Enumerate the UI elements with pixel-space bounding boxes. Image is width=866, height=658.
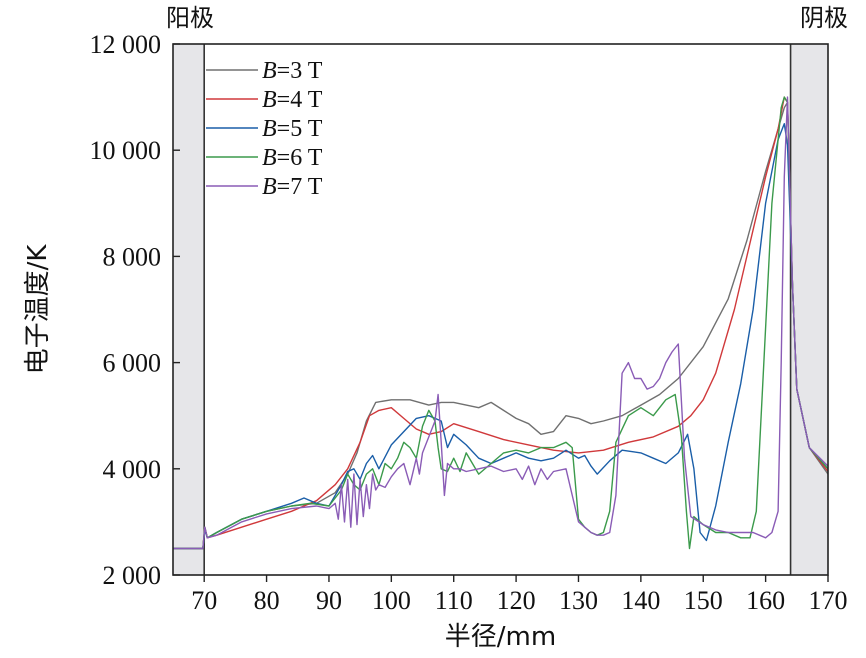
y-tick-label: 4 000 xyxy=(103,455,162,484)
region-label-1: 阴极 xyxy=(800,4,848,32)
x-tick-label: 120 xyxy=(497,586,536,615)
legend-label-1: B=4 T xyxy=(262,87,323,113)
x-tick-label: 70 xyxy=(191,586,217,615)
x-tick-label: 140 xyxy=(621,586,660,615)
shaded-regions xyxy=(173,44,828,575)
plot-frame xyxy=(172,43,829,576)
x-tick-label: 90 xyxy=(316,586,342,615)
y-tick-label: 12 000 xyxy=(90,30,162,59)
region-labels: 阳极 阴极 xyxy=(166,4,848,32)
y-tick-label: 2 000 xyxy=(103,561,162,590)
x-tick-label: 110 xyxy=(435,586,473,615)
x-axis-title: 半径/mm xyxy=(445,622,556,652)
y-tick-label: 6 000 xyxy=(103,349,162,378)
series-line-4 xyxy=(173,96,829,550)
legend-label-3: B=6 T xyxy=(262,145,323,171)
y-axis: 2 000 4 000 6 000 8 000 10 000 12 000 xyxy=(90,30,180,590)
legend-label-0: B=3 T xyxy=(262,58,323,84)
legend-label-4: B=7 T xyxy=(262,174,323,200)
x-tick-label: 130 xyxy=(559,586,598,615)
y-axis-title: 电子温度/K xyxy=(23,244,53,375)
x-axis: 70 80 90 100 110 120 130 140 150 160 170 xyxy=(191,575,848,615)
legend: B=3 T B=4 T B=5 T B=6 T B=7 T xyxy=(206,58,323,200)
x-tick-label: 150 xyxy=(684,586,723,615)
legend-label-2: B=5 T xyxy=(262,116,323,142)
x-tick-label: 100 xyxy=(372,586,411,615)
shaded-region-1 xyxy=(790,44,828,575)
series-layer xyxy=(173,96,829,550)
shaded-region-0 xyxy=(173,44,205,575)
x-tick-label: 160 xyxy=(746,586,785,615)
y-tick-label: 10 000 xyxy=(90,136,162,165)
region-label-0: 阳极 xyxy=(166,4,214,32)
y-tick-label: 8 000 xyxy=(103,242,162,271)
x-tick-label: 170 xyxy=(809,586,848,615)
x-tick-label: 80 xyxy=(254,586,280,615)
series-line-1 xyxy=(173,96,829,550)
